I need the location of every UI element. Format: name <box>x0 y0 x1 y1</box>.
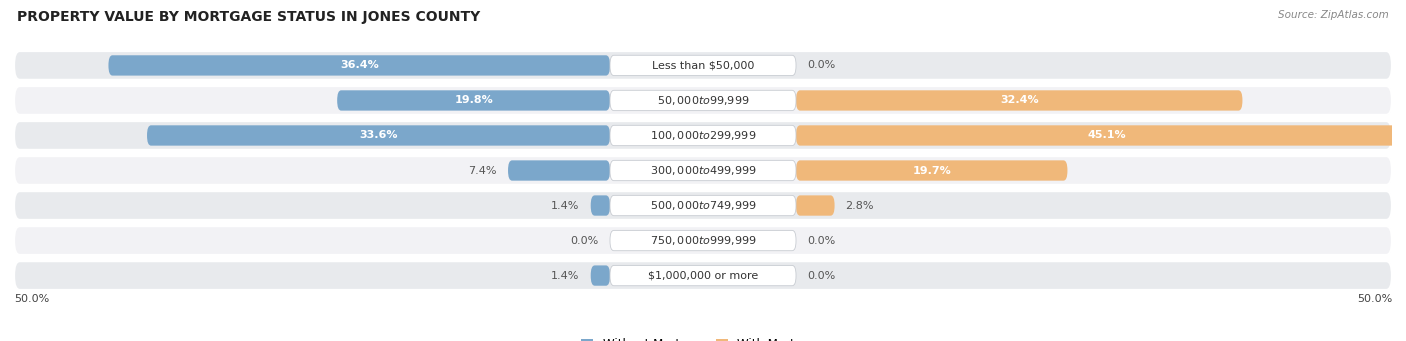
FancyBboxPatch shape <box>610 265 796 286</box>
Text: 32.4%: 32.4% <box>1000 95 1039 105</box>
FancyBboxPatch shape <box>14 226 1392 255</box>
FancyBboxPatch shape <box>337 90 610 110</box>
FancyBboxPatch shape <box>14 191 1392 220</box>
Text: 50.0%: 50.0% <box>1357 294 1392 305</box>
Text: 0.0%: 0.0% <box>571 236 599 246</box>
FancyBboxPatch shape <box>591 195 610 216</box>
FancyBboxPatch shape <box>610 55 796 76</box>
Text: $1,000,000 or more: $1,000,000 or more <box>648 270 758 281</box>
Text: 19.8%: 19.8% <box>454 95 494 105</box>
FancyBboxPatch shape <box>610 231 796 251</box>
Text: 33.6%: 33.6% <box>360 131 398 140</box>
FancyBboxPatch shape <box>610 195 796 216</box>
FancyBboxPatch shape <box>610 90 796 110</box>
Text: Source: ZipAtlas.com: Source: ZipAtlas.com <box>1278 10 1389 20</box>
Text: 45.1%: 45.1% <box>1087 131 1126 140</box>
FancyBboxPatch shape <box>108 55 610 76</box>
Text: PROPERTY VALUE BY MORTGAGE STATUS IN JONES COUNTY: PROPERTY VALUE BY MORTGAGE STATUS IN JON… <box>17 10 479 24</box>
Text: Less than $50,000: Less than $50,000 <box>652 60 754 71</box>
Text: 19.7%: 19.7% <box>912 165 950 176</box>
Text: 1.4%: 1.4% <box>551 270 579 281</box>
Text: 7.4%: 7.4% <box>468 165 496 176</box>
Legend: Without Mortgage, With Mortgage: Without Mortgage, With Mortgage <box>581 338 825 341</box>
Text: 0.0%: 0.0% <box>807 270 835 281</box>
FancyBboxPatch shape <box>591 265 610 286</box>
Text: 0.0%: 0.0% <box>807 60 835 71</box>
FancyBboxPatch shape <box>14 86 1392 115</box>
Text: $500,000 to $749,999: $500,000 to $749,999 <box>650 199 756 212</box>
Text: 0.0%: 0.0% <box>807 236 835 246</box>
Text: 1.4%: 1.4% <box>551 201 579 210</box>
FancyBboxPatch shape <box>508 160 610 181</box>
FancyBboxPatch shape <box>14 261 1392 290</box>
Text: $750,000 to $999,999: $750,000 to $999,999 <box>650 234 756 247</box>
FancyBboxPatch shape <box>796 90 1243 110</box>
FancyBboxPatch shape <box>14 51 1392 80</box>
Text: $300,000 to $499,999: $300,000 to $499,999 <box>650 164 756 177</box>
Text: 50.0%: 50.0% <box>14 294 49 305</box>
Text: 2.8%: 2.8% <box>845 201 875 210</box>
FancyBboxPatch shape <box>14 121 1392 150</box>
Text: $100,000 to $299,999: $100,000 to $299,999 <box>650 129 756 142</box>
FancyBboxPatch shape <box>14 156 1392 185</box>
FancyBboxPatch shape <box>796 160 1067 181</box>
FancyBboxPatch shape <box>610 160 796 181</box>
Text: $50,000 to $99,999: $50,000 to $99,999 <box>657 94 749 107</box>
FancyBboxPatch shape <box>148 125 610 146</box>
Text: 36.4%: 36.4% <box>340 60 378 71</box>
FancyBboxPatch shape <box>796 125 1406 146</box>
FancyBboxPatch shape <box>610 125 796 146</box>
FancyBboxPatch shape <box>796 195 835 216</box>
